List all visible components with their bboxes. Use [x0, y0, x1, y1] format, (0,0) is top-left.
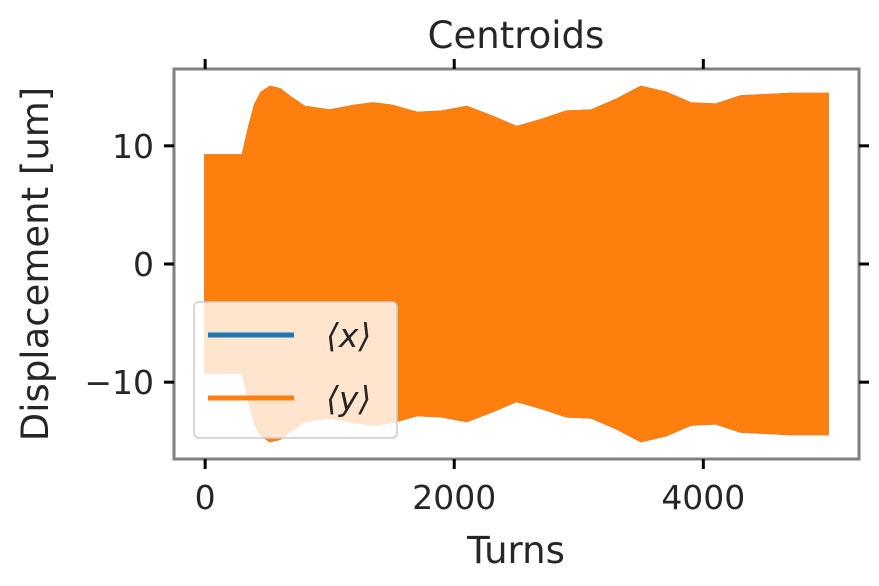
y-tick-label: 0: [133, 245, 154, 284]
x-tick-label: 4000: [661, 478, 745, 517]
x-tick-label: 2000: [412, 478, 496, 517]
x-tick-label: 0: [195, 478, 216, 517]
y-axis: −10 0 10: [84, 127, 869, 402]
legend: ⟨x⟩ ⟨y⟩: [193, 301, 398, 439]
y-axis-label: Displacement [um]: [14, 87, 57, 441]
y-tick-label: 10: [112, 127, 154, 166]
chart-title: Centroids: [428, 14, 605, 57]
legend-label-y: ⟨y⟩: [326, 379, 371, 418]
x-axis: 0 2000 4000: [195, 59, 745, 517]
legend-label-x: ⟨x⟩: [326, 316, 371, 355]
x-axis-label: Turns: [466, 529, 565, 572]
y-tick-label: −10: [84, 363, 154, 402]
